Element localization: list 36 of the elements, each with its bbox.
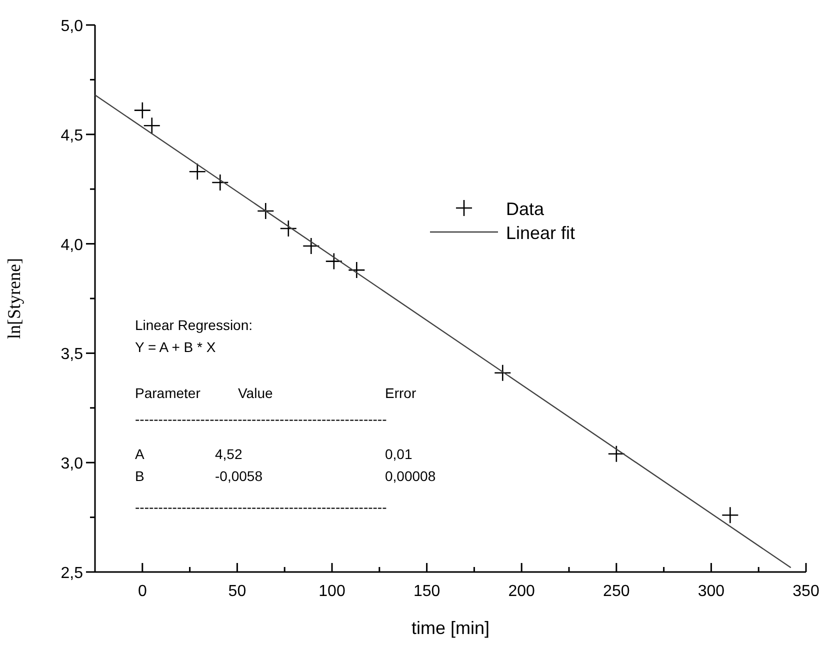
x-tick-label: 350	[792, 583, 820, 600]
point	[348, 261, 366, 279]
point	[256, 202, 274, 220]
point	[143, 117, 161, 134]
text: A 4,52 0,01	[135, 446, 412, 462]
point	[211, 174, 229, 192]
y-tick-label: 4,5	[60, 127, 84, 144]
x-tick-label: 200	[508, 583, 536, 600]
y-tick-label: 5,0	[60, 18, 84, 35]
annotation: ------------------------------------------------------	[135, 411, 388, 427]
annotation: Linear Regression:	[135, 317, 253, 333]
y-tick-label: 2,5	[60, 565, 84, 582]
y-tick-label: 3,0	[60, 456, 84, 473]
point	[722, 506, 739, 524]
x-axis-title: time [min]	[411, 618, 490, 638]
annotation: ------------------------------------------------------	[135, 499, 388, 515]
y-axis-title: ln[Styrene]	[4, 258, 24, 339]
point	[608, 445, 626, 462]
x-tick-label: 250	[603, 583, 630, 600]
text: B -0,0058 0,00008	[135, 468, 436, 484]
x-tick-label: 50	[228, 583, 246, 600]
y-tick-label: 3,5	[60, 346, 84, 364]
point	[280, 220, 298, 238]
text: Parameter Value Error	[135, 385, 416, 401]
point	[302, 237, 320, 255]
x-tick-label: 300	[698, 583, 725, 600]
point	[494, 364, 512, 382]
y-tick-label: 4,0	[60, 236, 84, 254]
point	[134, 102, 152, 119]
x-tick-label: 150	[413, 583, 440, 600]
x-tick-label: 0	[138, 583, 147, 600]
legend-label: Linear fit	[506, 223, 576, 243]
annotation: Y = A + B * X	[135, 339, 216, 355]
legend-label: Data	[506, 199, 546, 219]
x-tick-label: 100	[318, 583, 346, 600]
point	[325, 252, 343, 270]
